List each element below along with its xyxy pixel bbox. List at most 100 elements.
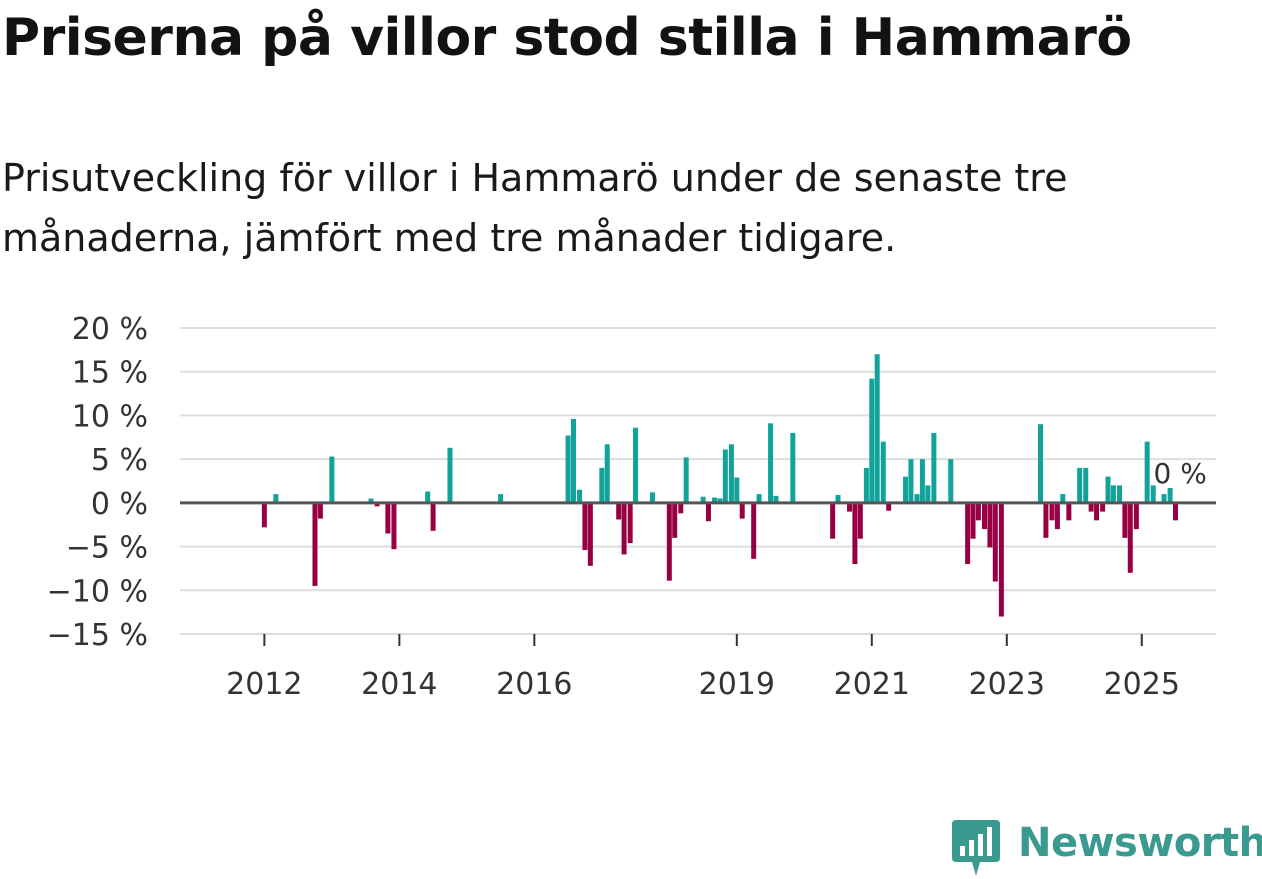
chart-subtitle: Prisutveckling för villor i Hammarö unde… bbox=[2, 156, 1068, 260]
bar bbox=[739, 502, 745, 519]
bar bbox=[582, 502, 588, 551]
bar bbox=[717, 498, 723, 503]
bar bbox=[874, 354, 880, 503]
newsworthy-logo-icon bbox=[952, 820, 1000, 876]
bar bbox=[970, 502, 976, 539]
bar bbox=[869, 378, 875, 503]
bar bbox=[756, 494, 762, 503]
bar bbox=[1043, 502, 1049, 538]
bar bbox=[1094, 502, 1100, 521]
bar bbox=[329, 456, 335, 503]
bar bbox=[1060, 494, 1066, 503]
x-tick-label: 2014 bbox=[361, 667, 437, 700]
bar bbox=[712, 497, 718, 503]
bar bbox=[886, 502, 892, 511]
y-tick-label: 0 % bbox=[91, 487, 148, 522]
y-tick-label: 15 % bbox=[72, 356, 148, 391]
last-value-label: 0 % bbox=[1154, 457, 1207, 490]
bar bbox=[768, 423, 774, 503]
bar bbox=[728, 444, 734, 503]
bar bbox=[1038, 424, 1044, 503]
bar bbox=[1144, 441, 1150, 503]
bar bbox=[705, 502, 711, 522]
bars bbox=[261, 354, 1179, 617]
bar bbox=[751, 502, 757, 559]
bar bbox=[1133, 502, 1139, 530]
bar bbox=[880, 441, 886, 503]
bar bbox=[565, 435, 571, 503]
bar bbox=[273, 494, 279, 503]
bar bbox=[830, 502, 836, 539]
bar bbox=[678, 502, 684, 514]
x-axis: 2012 2014 2016 2019 2021 2023 2025 bbox=[226, 634, 1180, 700]
x-tick-label: 2012 bbox=[226, 667, 302, 700]
x-tick-label: 2019 bbox=[699, 667, 775, 700]
bar bbox=[385, 502, 391, 534]
bar bbox=[1066, 502, 1072, 521]
bar bbox=[1049, 502, 1055, 521]
bar bbox=[1088, 502, 1094, 512]
y-tick-label: 5 % bbox=[91, 443, 148, 478]
y-tick-label: −15 % bbox=[47, 618, 148, 653]
bar bbox=[1127, 502, 1133, 573]
bar bbox=[948, 459, 954, 503]
bar bbox=[1077, 467, 1083, 503]
bar bbox=[317, 502, 323, 519]
bar bbox=[987, 502, 993, 548]
bar bbox=[391, 502, 397, 550]
y-tick-label: −5 % bbox=[66, 531, 148, 566]
bar bbox=[683, 457, 689, 503]
bar bbox=[734, 477, 740, 503]
bar bbox=[1122, 502, 1128, 538]
bar bbox=[1173, 502, 1179, 521]
y-axis-labels: 20 % 15 % 10 % 5 % 0 % −5 % −10 % −15 % bbox=[47, 312, 148, 653]
bar bbox=[700, 496, 706, 503]
bar bbox=[1116, 485, 1122, 503]
bar bbox=[430, 502, 436, 531]
bar bbox=[975, 502, 981, 521]
bar bbox=[965, 502, 971, 565]
bar bbox=[312, 502, 318, 586]
bar bbox=[447, 447, 453, 503]
x-tick-label: 2025 bbox=[1104, 667, 1180, 700]
bar bbox=[1083, 467, 1089, 503]
newsworthy-logo: Newsworthy bbox=[950, 818, 1262, 878]
bar bbox=[666, 502, 672, 581]
bar bbox=[863, 467, 869, 503]
bar bbox=[1167, 487, 1173, 503]
y-tick-label: −10 % bbox=[47, 574, 148, 609]
bar bbox=[925, 485, 931, 503]
bar bbox=[599, 467, 605, 503]
bar bbox=[982, 502, 988, 530]
bar bbox=[374, 502, 380, 507]
bar bbox=[649, 492, 655, 503]
bar bbox=[627, 502, 633, 544]
bar bbox=[1105, 476, 1111, 503]
bar bbox=[1100, 502, 1106, 512]
bar bbox=[1110, 485, 1116, 503]
bar bbox=[616, 502, 622, 520]
bar bbox=[835, 494, 841, 503]
bar bbox=[903, 476, 909, 503]
brand-name: Newsworthy bbox=[1018, 820, 1262, 866]
y-tick-label: 10 % bbox=[72, 399, 148, 434]
chart-title: Priserna på villor stod stilla i Hammarö bbox=[2, 8, 1132, 68]
bar bbox=[261, 502, 267, 528]
bar bbox=[998, 502, 1004, 617]
y-tick-label: 20 % bbox=[72, 312, 148, 347]
bar bbox=[633, 427, 639, 503]
bar bbox=[790, 432, 796, 503]
bar bbox=[992, 502, 998, 582]
bar bbox=[498, 494, 504, 503]
bar bbox=[852, 502, 858, 565]
bar bbox=[773, 495, 779, 503]
bar bbox=[368, 498, 374, 503]
bar bbox=[914, 494, 920, 503]
gridlines bbox=[180, 327, 1216, 635]
bar bbox=[1150, 485, 1156, 503]
bar bbox=[1161, 494, 1167, 503]
bar bbox=[577, 489, 583, 503]
bar bbox=[621, 502, 627, 555]
bar bbox=[672, 502, 678, 538]
bar bbox=[604, 444, 610, 503]
